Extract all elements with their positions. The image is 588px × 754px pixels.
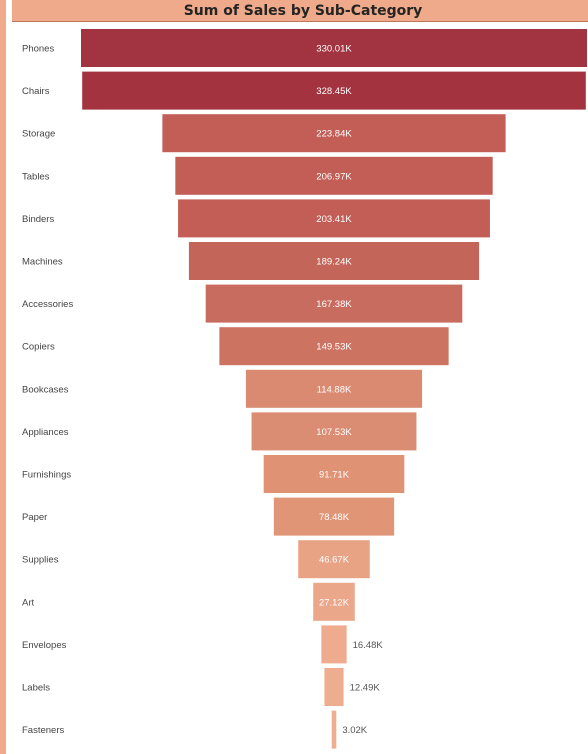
category-label-machines: Machines <box>22 257 63 268</box>
category-label-copiers: Copiers <box>22 342 55 353</box>
data-label-envelopes: 16.48K <box>353 640 384 651</box>
category-label-phones: Phones <box>22 44 54 55</box>
funnel-bar-fasteners[interactable] <box>331 710 337 749</box>
category-label-storage: Storage <box>22 129 55 140</box>
funnel-bar-tables[interactable] <box>175 156 493 195</box>
data-label-supplies: 46.67K <box>319 555 350 566</box>
category-label-bookcases: Bookcases <box>22 384 69 395</box>
data-label-fasteners: 3.02K <box>342 725 367 736</box>
funnel-bar-paper[interactable] <box>273 497 395 536</box>
funnel-bar-art[interactable] <box>313 582 355 621</box>
data-label-copiers: 149.53K <box>316 342 352 353</box>
data-label-chairs: 328.45K <box>316 86 352 97</box>
funnel-bar-accessories[interactable] <box>205 284 463 323</box>
funnel-bar-labels[interactable] <box>324 668 344 706</box>
category-label-furnishings: Furnishings <box>22 470 71 481</box>
funnel-bar-envelopes[interactable] <box>321 625 347 664</box>
category-label-chairs: Chairs <box>22 86 50 97</box>
data-label-binders: 203.41K <box>316 214 352 225</box>
data-label-machines: 189.24K <box>316 257 352 268</box>
category-label-accessories: Accessories <box>22 299 73 310</box>
category-label-appliances: Appliances <box>22 427 69 438</box>
category-label-fasteners: Fasteners <box>22 725 64 736</box>
data-label-paper: 78.48K <box>319 512 350 523</box>
funnel-bar-chairs[interactable] <box>82 71 586 110</box>
category-label-envelopes: Envelopes <box>22 640 67 651</box>
funnel-bar-machines[interactable] <box>188 242 480 280</box>
funnel-bar-phones[interactable] <box>81 29 587 67</box>
data-label-furnishings: 91.71K <box>319 470 350 481</box>
chart-title-bar: Sum of Sales by Sub-Category <box>12 0 588 22</box>
funnel-bar-bookcases[interactable] <box>245 369 423 408</box>
data-label-appliances: 107.53K <box>316 427 352 438</box>
funnel-bar-binders[interactable] <box>178 199 490 238</box>
chart-title: Sum of Sales by Sub-Category <box>183 3 423 19</box>
category-label-paper: Paper <box>22 512 47 523</box>
data-label-storage: 223.84K <box>316 129 352 140</box>
funnel-bar-appliances[interactable] <box>251 412 417 451</box>
category-label-binders: Binders <box>22 214 54 225</box>
data-label-bookcases: 114.88K <box>317 384 352 395</box>
category-label-labels: Labels <box>22 683 50 694</box>
data-label-labels: 12.49K <box>350 683 381 694</box>
funnel-bar-furnishings[interactable] <box>263 455 405 493</box>
funnel-bar-copiers[interactable] <box>219 327 449 366</box>
category-label-supplies: Supplies <box>22 555 59 566</box>
funnel-plot: Phones 330.01K Chairs 328.45K Storage 223.84K… <box>22 29 587 749</box>
data-label-accessories: 167.38K <box>316 299 352 310</box>
data-label-phones: 330.01K <box>316 44 352 55</box>
category-label-art: Art <box>22 597 35 608</box>
data-label-art: 27.12K <box>319 597 350 608</box>
data-label-tables: 206.97K <box>316 171 352 182</box>
category-label-tables: Tables <box>22 171 50 182</box>
funnel-bar-supplies[interactable] <box>298 540 370 579</box>
funnel-bar-storage[interactable] <box>162 114 506 153</box>
